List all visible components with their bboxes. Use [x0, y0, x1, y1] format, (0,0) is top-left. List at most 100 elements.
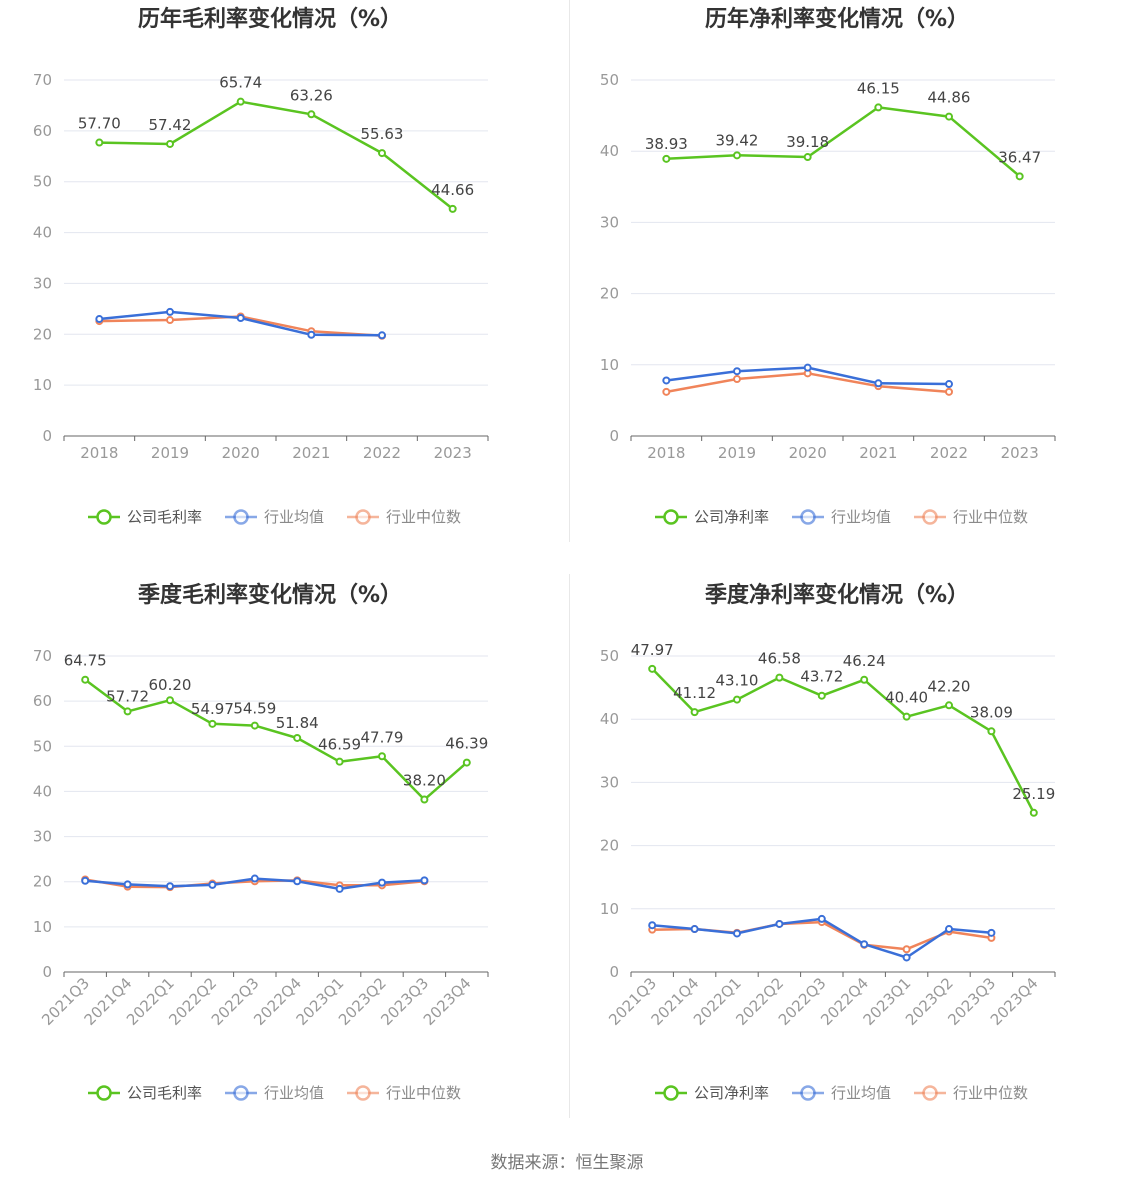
data-point-avg[interactable]	[293, 877, 302, 886]
data-point-company[interactable]	[902, 712, 911, 721]
x-tick-label: 2022	[930, 444, 968, 462]
legend-item-avg[interactable]: 行业均值	[792, 508, 891, 526]
legend-swatch-marker	[233, 509, 249, 525]
data-point-median[interactable]	[733, 375, 741, 384]
y-tick-label: 40	[600, 142, 619, 160]
data-point-avg[interactable]	[420, 876, 429, 885]
y-tick-label: 20	[33, 325, 52, 343]
data-label: 41.12	[673, 684, 716, 702]
data-point-avg[interactable]	[860, 940, 869, 949]
data-point-company[interactable]	[307, 110, 316, 119]
data-point-company[interactable]	[123, 707, 132, 716]
data-point-company[interactable]	[420, 795, 429, 804]
data-point-avg[interactable]	[166, 882, 174, 891]
data-point-company[interactable]	[733, 695, 741, 704]
data-point-company[interactable]	[208, 719, 217, 728]
data-point-company[interactable]	[250, 721, 259, 730]
data-point-avg[interactable]	[803, 363, 812, 372]
data-point-median[interactable]	[166, 316, 174, 325]
data-point-company[interactable]	[648, 664, 657, 673]
data-point-company[interactable]	[81, 675, 90, 684]
data-point-avg[interactable]	[662, 376, 671, 385]
data-point-company[interactable]	[690, 708, 699, 717]
data-point-company[interactable]	[860, 675, 869, 684]
data-point-avg[interactable]	[733, 929, 741, 938]
data-point-company[interactable]	[236, 97, 245, 106]
legend-item-median[interactable]: 行业中位数	[914, 508, 1028, 526]
data-point-company[interactable]	[817, 691, 826, 700]
data-point-company[interactable]	[662, 154, 671, 163]
panel-divider-top	[569, 0, 570, 542]
data-point-avg[interactable]	[733, 367, 741, 376]
data-point-company[interactable]	[462, 758, 471, 767]
y-tick-label: 30	[600, 213, 619, 231]
data-point-avg[interactable]	[874, 379, 883, 388]
data-point-company[interactable]	[733, 151, 741, 160]
y-tick-label: 20	[600, 837, 619, 855]
data-point-avg[interactable]	[378, 878, 386, 887]
data-point-company[interactable]	[166, 696, 174, 705]
y-tick-label: 10	[33, 376, 52, 394]
y-tick-label: 30	[33, 828, 52, 846]
data-point-avg[interactable]	[166, 307, 174, 316]
legend-item-median[interactable]: 行业中位数	[347, 1084, 461, 1102]
data-point-avg[interactable]	[902, 953, 911, 962]
data-point-avg[interactable]	[648, 921, 657, 930]
legend-swatch-marker	[800, 1085, 816, 1101]
data-point-avg[interactable]	[945, 380, 953, 389]
data-point-avg[interactable]	[208, 880, 217, 889]
data-point-company[interactable]	[803, 153, 812, 162]
legend-item-avg[interactable]: 行业均值	[792, 1084, 891, 1102]
data-label: 39.42	[716, 131, 759, 149]
legend-item-avg[interactable]: 行业均值	[225, 508, 324, 526]
data-point-company[interactable]	[987, 727, 996, 736]
legend-item-company[interactable]: 公司毛利率	[88, 508, 202, 526]
data-point-avg[interactable]	[307, 330, 316, 339]
legend-label: 行业均值	[831, 1084, 891, 1102]
data-point-avg[interactable]	[95, 315, 104, 324]
data-point-median[interactable]	[902, 945, 911, 954]
legend-label: 公司毛利率	[127, 508, 202, 526]
data-point-avg[interactable]	[250, 874, 259, 883]
data-point-company[interactable]	[166, 139, 174, 148]
data-point-company[interactable]	[378, 752, 386, 761]
data-point-avg[interactable]	[81, 876, 90, 885]
data-point-company[interactable]	[448, 204, 457, 213]
data-point-company[interactable]	[945, 112, 953, 121]
data-point-company[interactable]	[945, 701, 953, 710]
data-point-avg[interactable]	[335, 884, 344, 893]
legend-item-median[interactable]: 行业中位数	[914, 1084, 1028, 1102]
y-tick-label: 20	[33, 873, 52, 891]
data-point-avg[interactable]	[945, 925, 953, 934]
legend-item-avg[interactable]: 行业均值	[225, 1084, 324, 1102]
data-point-company[interactable]	[1015, 172, 1024, 181]
data-point-avg[interactable]	[775, 919, 784, 928]
legend-item-company[interactable]: 公司毛利率	[88, 1084, 202, 1102]
data-point-avg[interactable]	[123, 880, 132, 889]
data-point-avg[interactable]	[378, 331, 386, 340]
data-point-company[interactable]	[378, 149, 386, 158]
series-line-company	[666, 106, 1021, 178]
data-point-avg[interactable]	[236, 314, 245, 323]
data-point-avg[interactable]	[817, 914, 826, 923]
y-tick-label: 70	[33, 647, 52, 665]
legend-item-median[interactable]: 行业中位数	[347, 508, 461, 526]
data-point-company[interactable]	[293, 733, 302, 742]
data-point-company[interactable]	[335, 757, 344, 766]
data-point-company[interactable]	[95, 138, 104, 147]
data-label: 60.20	[149, 676, 192, 694]
legend-item-company[interactable]: 公司净利率	[655, 508, 769, 526]
data-point-company[interactable]	[874, 103, 883, 112]
data-point-median[interactable]	[945, 387, 953, 396]
data-point-company[interactable]	[1029, 808, 1038, 817]
legend-label: 公司净利率	[694, 1084, 769, 1102]
data-point-company[interactable]	[775, 673, 784, 682]
data-label: 57.42	[149, 116, 192, 134]
data-point-avg[interactable]	[987, 928, 996, 937]
data-point-median[interactable]	[662, 387, 671, 396]
legend-item-company[interactable]: 公司净利率	[655, 1084, 769, 1102]
legend-swatch-marker	[96, 1085, 112, 1101]
x-tick-label: 2023Q4	[420, 974, 475, 1029]
data-point-avg[interactable]	[690, 925, 699, 934]
x-tick-label: 2019	[151, 444, 189, 462]
